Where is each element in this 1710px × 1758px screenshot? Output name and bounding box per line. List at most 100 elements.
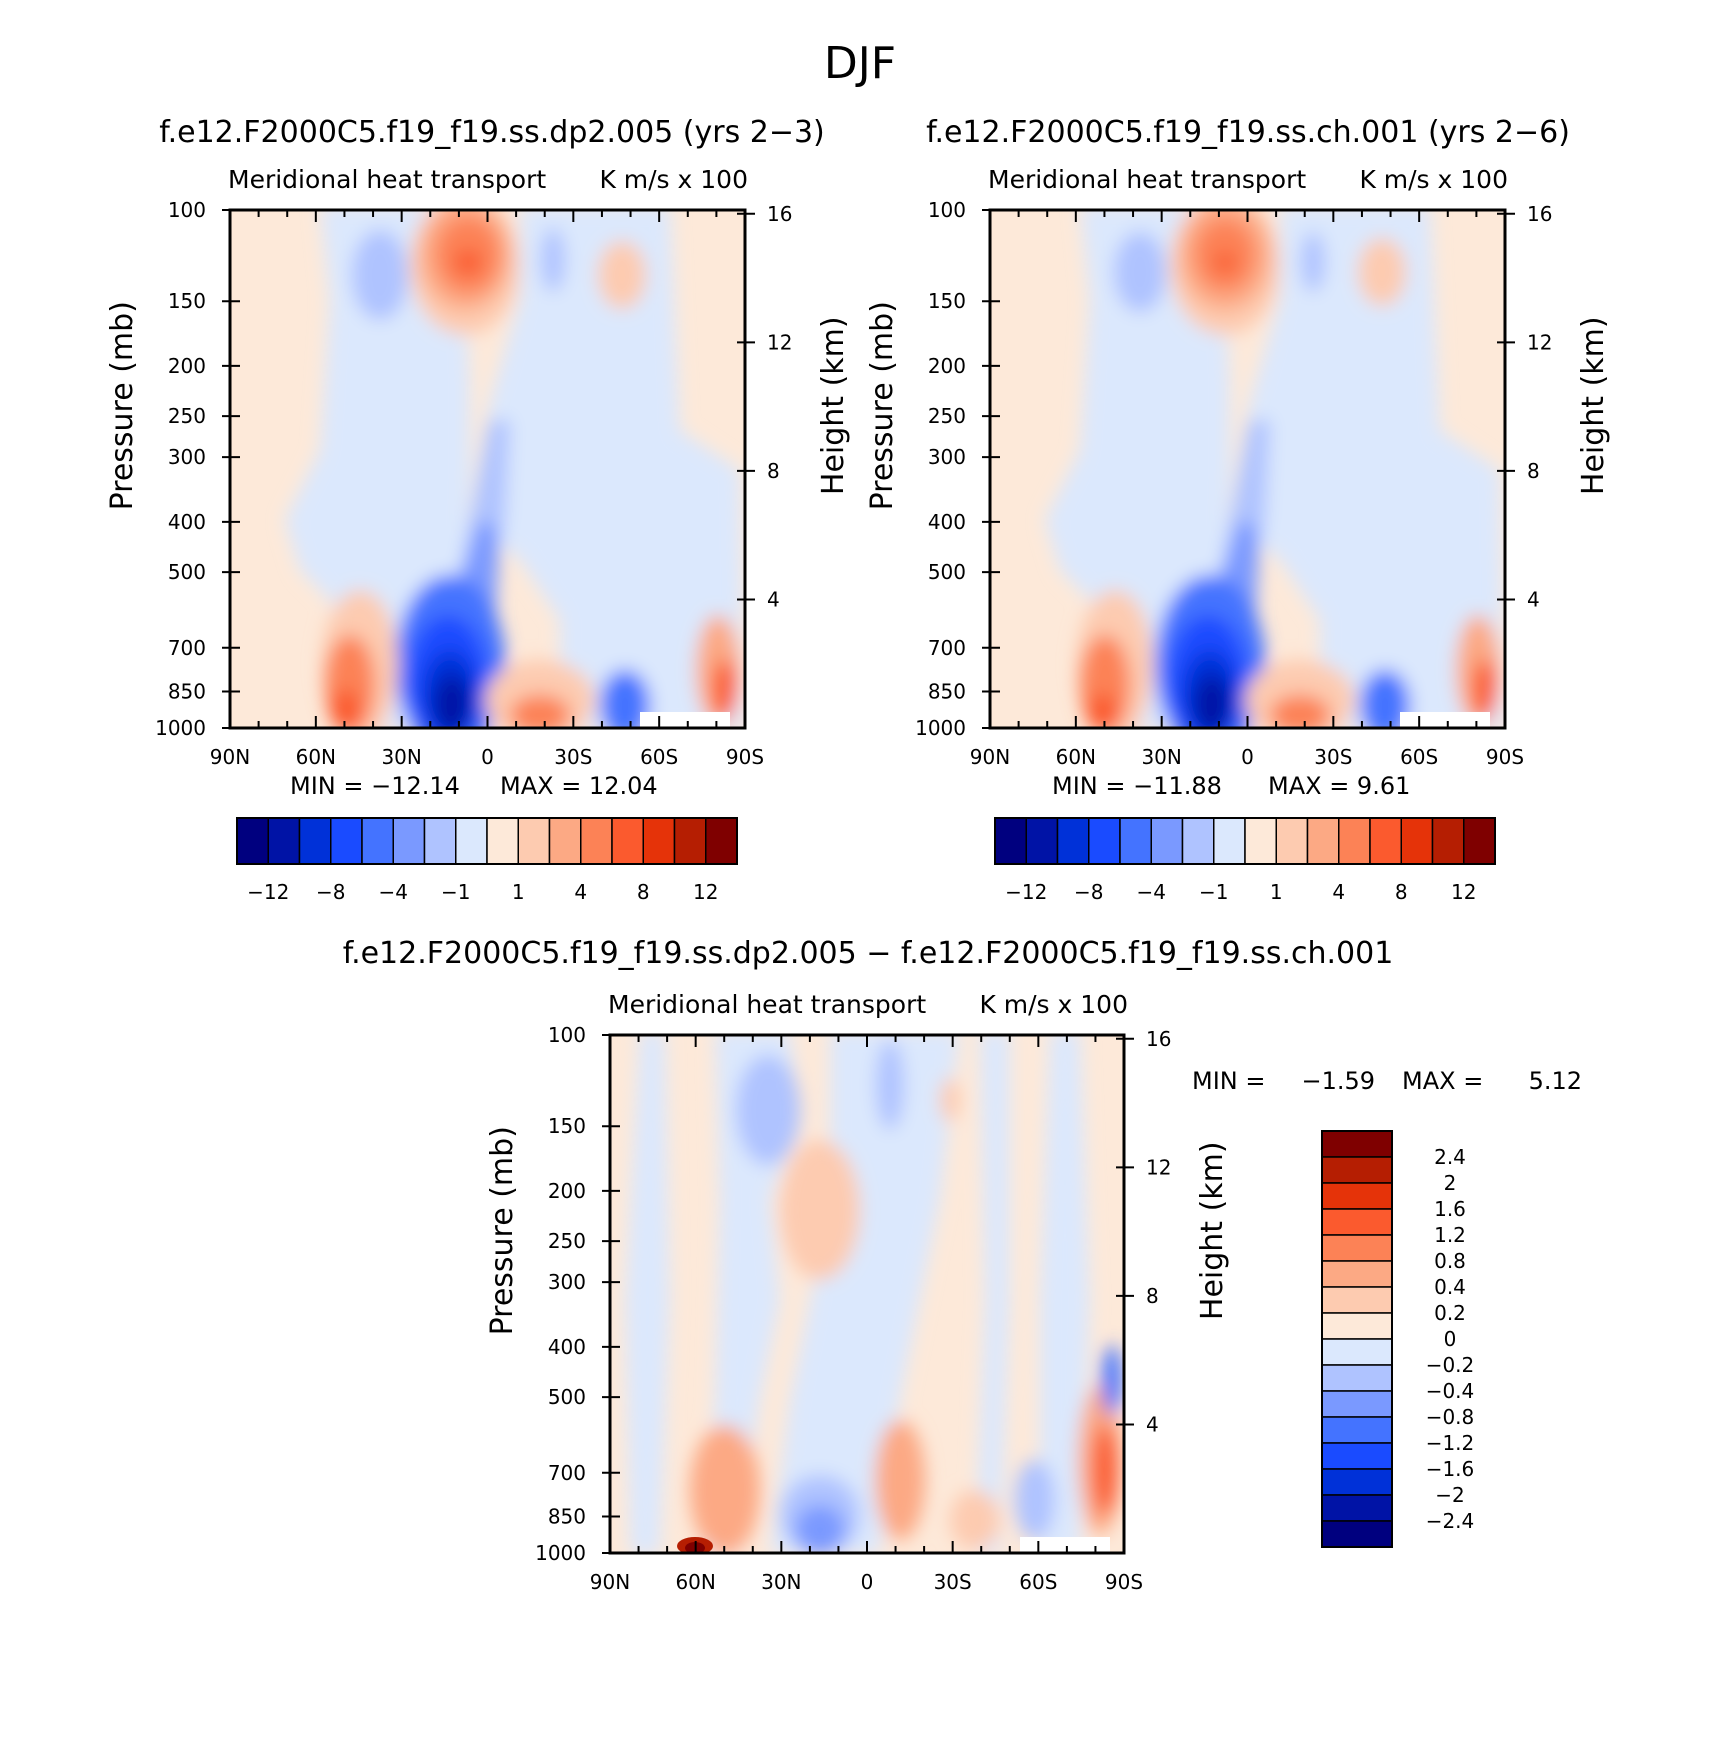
y-tick-label: 150	[168, 289, 206, 313]
panel-1-left-label: Meridional heat transport	[228, 165, 546, 194]
panel-2-axes: 90N 60N 30N 0 30S 60S 90S 100 150 200 250 300 400 500…	[865, 198, 1611, 769]
colorbar-swatch	[1321, 1390, 1393, 1418]
colorbar-frame	[236, 817, 738, 865]
colorbar-swatch	[1321, 1416, 1393, 1444]
height-tick-label: 16	[767, 202, 792, 226]
colorbar-swatch	[548, 817, 582, 865]
panel-1-region-blue-sh	[470, 210, 745, 728]
panel-3-field	[610, 1035, 1124, 1553]
y-tick-label: 400	[928, 510, 966, 534]
panel-3-min-label: MIN =	[1192, 1067, 1265, 1095]
x-tick-label: 60N	[1056, 745, 1096, 769]
colorbar-swatch	[1321, 1312, 1393, 1340]
colorbar-swatch	[486, 817, 519, 865]
panel-3-upper-pos	[940, 1078, 960, 1122]
y-axis-title: Pressure (mb)	[105, 301, 140, 510]
panel-3-max-value: 5.12	[1529, 1067, 1582, 1095]
colorbar-label: 4	[1332, 880, 1345, 904]
height-tick-label: 12	[1527, 330, 1552, 354]
panel-1-upper-blue-nh	[352, 230, 408, 320]
panel-3-colorbar: 2.421.61.20.80.40.20−0.2−0.4−0.8−1.2−1.6…	[1321, 1130, 1475, 1548]
colorbar-label: −1.2	[1426, 1431, 1475, 1455]
panel-3-missing-data	[1020, 1537, 1110, 1553]
colorbar-label: 1	[1270, 880, 1283, 904]
height-tick-label: 4	[1527, 587, 1540, 611]
colorbar-swatch	[392, 817, 426, 865]
colorbar-label: 8	[637, 880, 650, 904]
x-tick-label: 0	[861, 1570, 874, 1594]
colorbar-label: −12	[1005, 880, 1047, 904]
panel-1-low-pos-pole-2	[713, 660, 737, 720]
y-tick-label: 700	[928, 636, 966, 660]
colorbar-swatch	[1321, 1520, 1393, 1548]
colorbar-swatch	[611, 817, 644, 865]
colorbar-swatch	[1321, 1442, 1393, 1470]
colorbar-swatch	[1088, 817, 1121, 865]
panel-3-left-label: Meridional heat transport	[608, 990, 926, 1019]
panel-1-missing-data	[640, 712, 730, 728]
panel-3-low-pos-2	[875, 1420, 925, 1540]
y-tick-label: 100	[168, 198, 206, 222]
panel-1-field	[230, 210, 745, 728]
panel-2-low-pos-pole-2	[1473, 660, 1497, 720]
panel-1-title: f.e12.F2000C5.f19_f19.ss.dp2.005 (yrs 2−…	[159, 115, 825, 150]
panel-2-right-label: K m/s x 100	[1359, 165, 1508, 194]
y-tick-label: 400	[548, 1335, 586, 1359]
colorbar-swatch	[361, 817, 394, 865]
y-axis-title-right: Height (km)	[816, 316, 851, 495]
x-tick-label: 60N	[675, 1570, 715, 1594]
colorbar-swatch	[642, 817, 676, 865]
y-tick-label: 250	[168, 404, 206, 428]
y-tick-label: 1000	[535, 1541, 586, 1565]
colorbar-swatch	[1321, 1338, 1393, 1366]
y-tick-label: 200	[548, 1179, 586, 1203]
height-tick-label: 8	[1146, 1284, 1159, 1308]
x-tick-label: 30N	[761, 1570, 801, 1594]
panel-3-title: f.e12.F2000C5.f19_f19.ss.dp2.005 − f.e12…	[343, 936, 1394, 971]
colorbar-swatch	[1321, 1364, 1393, 1392]
colorbar-swatch	[1338, 817, 1371, 865]
panel-3-region-blue-4	[975, 1035, 1010, 1553]
x-tick-label: 30N	[381, 745, 421, 769]
y-axis-title: Pressure (mb)	[865, 301, 900, 510]
y-tick-label: 500	[928, 560, 966, 584]
colorbar-label: 2.4	[1434, 1145, 1466, 1169]
y-tick-label: 150	[548, 1114, 586, 1138]
height-tick-label: 4	[767, 587, 780, 611]
panel-3-low-pos-3	[950, 1490, 1000, 1550]
colorbar-swatch	[1321, 1130, 1393, 1158]
panel-3-low-pos-1	[690, 1425, 760, 1553]
panel-1-low-pos-nh-3	[330, 690, 360, 728]
panel-3-region-blue-2	[700, 1035, 800, 1553]
colorbar-label: 2	[1444, 1171, 1457, 1195]
colorbar-label: 12	[1451, 880, 1476, 904]
panel-3-min-value: −1.59	[1301, 1067, 1375, 1095]
panel-2-colorbar: −12 −8 −4 −1 1 4 8 12	[994, 817, 1496, 904]
panel-1: f.e12.F2000C5.f19_f19.ss.dp2.005 (yrs 2−…	[105, 115, 851, 904]
y-tick-label: 400	[168, 510, 206, 534]
panel-3-axes: 90N 60N 30N 0 30S 60S 90S 100 150 200 250 300 400 500…	[485, 1023, 1230, 1594]
colorbar-swatch	[1321, 1156, 1393, 1184]
colorbar-swatch	[1025, 817, 1059, 865]
y-tick-label: 200	[168, 354, 206, 378]
panel-2-low-pos-sh-2	[1270, 695, 1330, 728]
colorbar-label: 12	[693, 880, 718, 904]
colorbar-swatch	[1119, 817, 1152, 865]
x-tick-label: 30S	[554, 745, 592, 769]
colorbar-swatch	[1431, 817, 1465, 865]
y-tick-label: 100	[548, 1023, 586, 1047]
height-tick-label: 8	[1527, 459, 1540, 483]
height-tick-label: 16	[1146, 1027, 1171, 1051]
y-axis-title: Pressure (mb)	[485, 1126, 520, 1335]
x-tick-label: 30N	[1141, 745, 1181, 769]
colorbar-swatch	[455, 817, 488, 865]
figure-title: DJF	[824, 38, 896, 89]
panel-2-region-blue-sh	[1230, 210, 1505, 728]
colorbar-label: 1.2	[1434, 1223, 1466, 1247]
panel-3-low-neg-2	[795, 1505, 845, 1553]
colorbar-swatch	[1400, 817, 1434, 865]
panel-2-left-label: Meridional heat transport	[988, 165, 1306, 194]
y-axis-title-right: Height (km)	[1195, 1141, 1230, 1320]
x-tick-label: 30S	[934, 1570, 972, 1594]
y-tick-label: 300	[548, 1270, 586, 1294]
